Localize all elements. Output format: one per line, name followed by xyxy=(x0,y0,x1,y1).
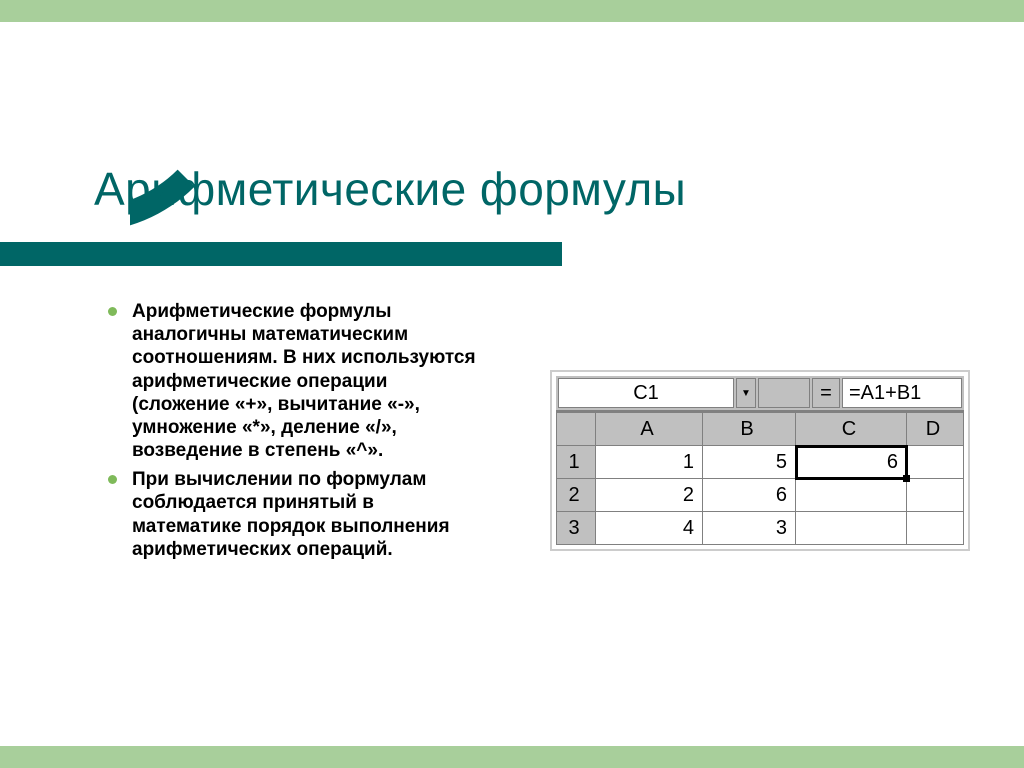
slide-body-text: Арифметические формулы аналогичны матема… xyxy=(108,300,478,567)
column-header[interactable]: A xyxy=(596,413,703,446)
row-header[interactable]: 2 xyxy=(557,479,596,512)
slide-title: Арифметические формулы xyxy=(94,162,686,216)
cell[interactable]: 1 xyxy=(596,446,703,479)
bullet-item: При вычислении по формулам соблюдается п… xyxy=(108,468,478,561)
row-header[interactable]: 3 xyxy=(557,512,596,545)
name-box[interactable]: C1 xyxy=(558,378,734,408)
cell[interactable] xyxy=(907,479,964,512)
cell[interactable]: 5 xyxy=(703,446,796,479)
select-all-corner[interactable] xyxy=(557,413,596,446)
formula-bar: C1 ▼ = =A1+B1 xyxy=(556,376,964,412)
name-box-dropdown-icon[interactable]: ▼ xyxy=(736,378,756,408)
column-header[interactable]: C xyxy=(796,413,907,446)
column-header[interactable]: B xyxy=(703,413,796,446)
column-header[interactable]: D xyxy=(907,413,964,446)
spreadsheet-mock: C1 ▼ = =A1+B1 A B C D 1 1 5 6 2 xyxy=(552,372,968,549)
cell[interactable] xyxy=(796,512,907,545)
slide-canvas: Арифметические формулы Арифметические фо… xyxy=(0,22,1024,746)
cell[interactable] xyxy=(796,479,907,512)
cell[interactable]: 6 xyxy=(703,479,796,512)
cell[interactable]: 2 xyxy=(596,479,703,512)
formula-bar-spacer xyxy=(758,378,810,408)
cell[interactable] xyxy=(907,446,964,479)
cell[interactable] xyxy=(907,512,964,545)
title-underline-bar xyxy=(0,242,562,266)
formula-input[interactable]: =A1+B1 xyxy=(842,378,962,408)
cell[interactable]: 4 xyxy=(596,512,703,545)
equals-icon[interactable]: = xyxy=(812,378,840,408)
bullet-item: Арифметические формулы аналогичны матема… xyxy=(108,300,478,462)
cell-selected[interactable]: 6 xyxy=(796,446,907,479)
row-header[interactable]: 1 xyxy=(557,446,596,479)
spreadsheet-grid: A B C D 1 1 5 6 2 2 6 3 4 3 xyxy=(556,412,964,545)
cell[interactable]: 3 xyxy=(703,512,796,545)
